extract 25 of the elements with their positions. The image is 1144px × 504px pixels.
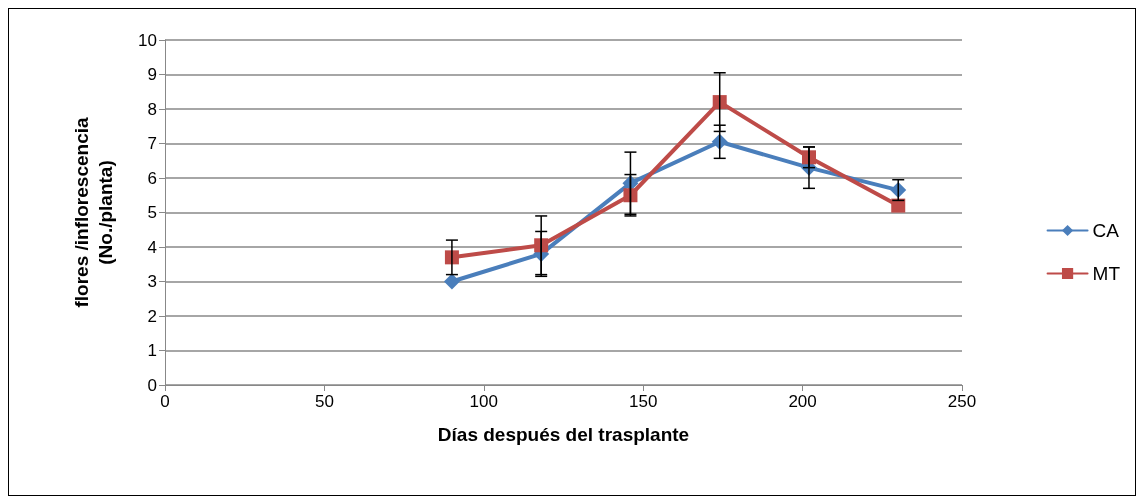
y-tick-label: 3 <box>147 272 157 291</box>
y-tick-label: 1 <box>147 341 157 360</box>
y-tick-label: 7 <box>147 134 157 153</box>
point <box>712 95 727 110</box>
y-axis-title: flores /inflorescencia (No./planta) <box>70 117 116 308</box>
x-tick-label: 100 <box>469 392 498 411</box>
x-tick-label: 0 <box>160 392 170 411</box>
y-tick-label: 8 <box>147 99 157 119</box>
y-tick-label: 10 <box>138 30 157 50</box>
point <box>891 198 906 213</box>
point <box>623 188 638 203</box>
y-tick-label: 9 <box>147 65 157 84</box>
y-tick-label: 4 <box>147 237 157 257</box>
y-tick-label: 2 <box>147 306 157 326</box>
x-tick-label: 200 <box>788 392 817 411</box>
point <box>443 273 460 290</box>
x-tick-label: 250 <box>947 392 977 411</box>
y-tick-label: 0 <box>147 375 157 395</box>
y-tick-label: 5 <box>147 203 157 222</box>
legend-label: MT <box>1092 263 1121 284</box>
x-tick-label: 50 <box>314 392 334 411</box>
y-tick-label: 6 <box>147 168 157 188</box>
legend-label: CA <box>1092 220 1120 241</box>
x-tick-label: 150 <box>629 392 658 411</box>
x-axis-title: Días después del trasplante <box>437 424 690 445</box>
